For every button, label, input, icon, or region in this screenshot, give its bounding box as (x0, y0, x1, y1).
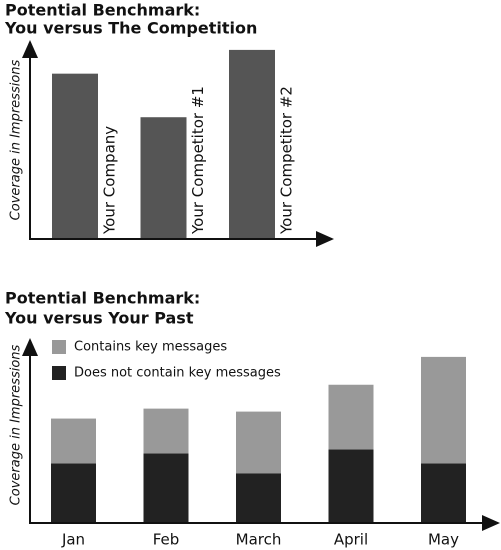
legend-label: Contains key messages (74, 340, 227, 355)
bar-segment (236, 411, 281, 474)
y-axis-label: Coverage in Impressions (9, 344, 24, 505)
x-tick-label: Your Competitor #2 (278, 86, 296, 235)
legend-label: Does not contain key messages (74, 366, 281, 381)
y-axis-label: Coverage in Impressions (9, 59, 24, 220)
bar (52, 73, 98, 238)
x-tick-label: Jan (61, 531, 85, 549)
chart-title: Potential Benchmark: (5, 289, 200, 308)
chart-subtitle: You versus The Competition (4, 19, 257, 38)
x-tick-label: Your Company (101, 126, 119, 235)
bar-segment (328, 384, 374, 450)
bar-segment (143, 453, 189, 522)
x-tick-label: April (334, 531, 368, 549)
x-tick-label: March (236, 531, 282, 549)
bar-segment (51, 463, 96, 522)
bar-segment (328, 449, 374, 522)
legend-swatch (52, 366, 66, 380)
bar (229, 49, 275, 239)
bar-segment (143, 408, 189, 454)
bar-segment (421, 356, 466, 464)
legend-swatch (52, 340, 66, 354)
bar-segment (236, 473, 281, 522)
bar (140, 117, 187, 238)
bar-segment (51, 418, 96, 464)
x-tick-label: May (428, 531, 459, 549)
bar-segment (421, 463, 466, 522)
chart-subtitle: You versus Your Past (4, 309, 194, 328)
x-tick-label: Your Competitor #1 (189, 86, 207, 235)
chart-title: Potential Benchmark: (5, 1, 200, 20)
x-tick-label: Feb (153, 531, 180, 549)
